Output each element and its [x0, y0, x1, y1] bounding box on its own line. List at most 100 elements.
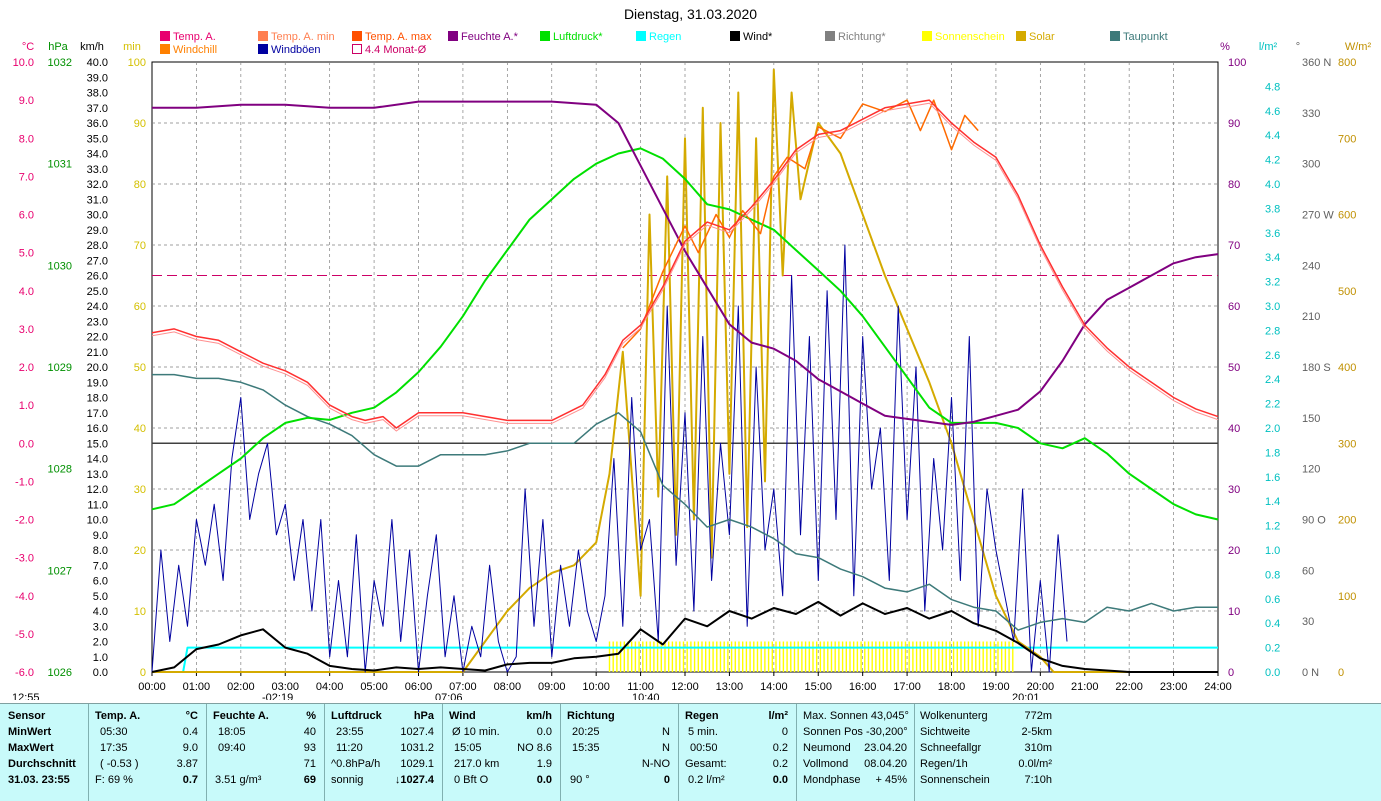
- axis-tick-wind: 9.0: [93, 530, 108, 542]
- axis-tick-temp: 8.0: [19, 133, 34, 145]
- axis-tick-rain: 2.0: [1265, 423, 1280, 435]
- axis-tick-solar: 200: [1338, 515, 1356, 527]
- axis-tick-direction: 240: [1302, 260, 1320, 272]
- axis-tick-temp: -3.0: [15, 553, 34, 565]
- axis-tick-wind: 40.0: [87, 57, 108, 69]
- legend-item: 4.4 Monat-Ø: [352, 44, 426, 56]
- panel-cell: 7:10h: [1024, 774, 1052, 786]
- panel-cell: ^0.8hPa/h: [331, 758, 381, 770]
- axis-tick-wind: 37.0: [87, 103, 108, 115]
- axis-tick-direction: 150: [1302, 413, 1320, 425]
- axis-tick-pressure: 1027: [48, 565, 72, 577]
- axis-tick-wind: 23.0: [87, 316, 108, 328]
- axis-tick-temp: -2.0: [15, 515, 34, 527]
- axis-tick-wind: 38.0: [87, 88, 108, 100]
- axis-tick-humidity: 50: [1228, 362, 1240, 374]
- panel-cell: 2-5km: [1021, 726, 1052, 738]
- axis-tick-solar: 600: [1338, 210, 1356, 222]
- x-tick-label: 21:00: [1071, 681, 1099, 693]
- axis-tick-solar: 700: [1338, 133, 1356, 145]
- x-tick-label: 16:00: [849, 681, 877, 693]
- axis-tick-temp: 5.0: [19, 248, 34, 260]
- panel-cell: 1027.4: [400, 726, 434, 738]
- axis-tick-direction: 180 S: [1302, 362, 1331, 374]
- series-temp-a-max: [622, 99, 979, 349]
- legend-item: Temp. A. min: [258, 31, 335, 43]
- legend-swatch: [730, 31, 740, 41]
- x-tick-label: 20:00: [1027, 681, 1055, 693]
- axis-tick-wind: 22.0: [87, 332, 108, 344]
- axis-tick-wind: 11.0: [87, 499, 108, 511]
- panel-cell: Ø 10 min.: [452, 726, 500, 738]
- axis-tick-wind: 31.0: [87, 194, 108, 206]
- panel-cell: l/m²: [768, 710, 788, 722]
- panel-cell: 69: [303, 774, 316, 786]
- axis-tick-rain: 2.6: [1265, 350, 1280, 362]
- panel-cell: N-NO: [641, 758, 670, 770]
- axis-tick-rain: 0.0: [1265, 667, 1280, 679]
- legend-label: 4.4 Monat-Ø: [365, 44, 427, 56]
- axis-tick-direction: 120: [1302, 464, 1320, 476]
- legend-swatch: [448, 31, 458, 41]
- panel-cell: Luftdruck: [331, 710, 382, 722]
- axis-tick-direction: 0 N: [1302, 667, 1319, 679]
- axis-unit-solar: W/m²: [1345, 41, 1372, 53]
- legend-label: Temp. A. min: [271, 31, 335, 43]
- axis-tick-rain: 1.4: [1265, 496, 1280, 508]
- axis-tick-wind: 12.0: [87, 484, 108, 496]
- panel-cell: 0: [663, 774, 670, 786]
- row-label: Durchschnitt: [8, 758, 76, 770]
- panel-cell: Sichtweite: [920, 726, 971, 738]
- legend-label: Regen: [649, 31, 682, 43]
- axis-tick-wind: 0.0: [93, 667, 108, 679]
- legend-item: Sonnenschein: [922, 31, 1005, 43]
- legend-swatch: [825, 31, 835, 41]
- panel-cell: 00:50: [690, 742, 718, 754]
- row-label: MinWert: [8, 726, 52, 738]
- axis-tick-solar: 800: [1338, 57, 1356, 69]
- legend-label: Temp. A. max: [365, 31, 432, 43]
- axis-tick-rain: 1.2: [1265, 521, 1280, 533]
- panel-cell: 9.0: [182, 742, 198, 754]
- axis-tick-sunshine: 20: [134, 545, 146, 557]
- row-label: 31.03. 23:55: [8, 774, 70, 786]
- x-tick-label: 07:00: [449, 681, 477, 693]
- legend-label: Sonnenschein: [935, 31, 1005, 43]
- panel-separator: [324, 704, 325, 801]
- axis-tick-pressure: 1029: [48, 362, 72, 374]
- axis-tick-humidity: 30: [1228, 484, 1240, 496]
- panel-cell: 0.7: [182, 774, 198, 786]
- panel-cell: 0 Bft O: [454, 774, 489, 786]
- x-tick-label: 13:00: [716, 681, 744, 693]
- panel-cell: km/h: [526, 710, 552, 722]
- legend-label: Solar: [1029, 31, 1055, 43]
- weather-chart: 00:00 01:00 02:00 03:00 04:00 05:00 06:00 07:00…: [12, 41, 1372, 700]
- series-temp-a: [151, 99, 1219, 429]
- panel-separator: [914, 704, 915, 801]
- axis-unit-pressure: hPa: [48, 41, 68, 53]
- panel-cell: 217.0 km: [454, 758, 500, 770]
- legend-item: Wind*: [730, 31, 772, 43]
- legend-swatch: [160, 44, 170, 54]
- series-taupunkt: [152, 373, 1218, 631]
- axis-tick-pressure: 1030: [48, 260, 72, 272]
- panel-cell: N: [662, 726, 670, 738]
- legend-swatch: [160, 31, 170, 41]
- legend-label: Feuchte A.*: [461, 31, 518, 43]
- axis-tick-humidity: 40: [1228, 423, 1240, 435]
- panel-cell: 0.2: [772, 758, 788, 770]
- axis-tick-sunshine: 90: [134, 118, 146, 130]
- axis-tick-wind: 3.0: [93, 621, 108, 633]
- panel-separator: [88, 704, 89, 801]
- series-solar: [152, 68, 1218, 673]
- legend-swatch: [636, 31, 646, 41]
- axis-tick-humidity: 70: [1228, 240, 1240, 252]
- axis-tick-wind: 33.0: [87, 164, 108, 176]
- legend-label: Luftdruck*: [553, 31, 603, 43]
- x-tick-label: 22:00: [1115, 681, 1143, 693]
- legend-item: Taupunkt: [1110, 31, 1168, 43]
- panel-separator: [206, 704, 207, 801]
- axis-tick-rain: 4.4: [1265, 130, 1280, 142]
- x-tick-label: 03:00: [271, 681, 299, 693]
- x-tick-label: 19:00: [982, 681, 1010, 693]
